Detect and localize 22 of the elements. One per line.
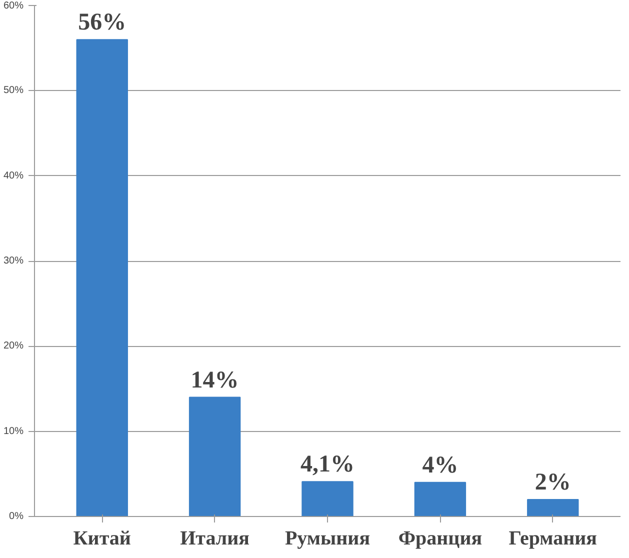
x-tick-label: Румыния [284, 528, 370, 550]
bar [527, 498, 579, 516]
y-tick-label: 20% [3, 340, 24, 352]
x-tick-label: Китай [73, 528, 131, 550]
y-tick-label: 40% [3, 170, 24, 182]
data-label: 14% [190, 367, 239, 394]
x-tick-label: Германия [508, 528, 598, 550]
y-tick-label: 10% [3, 426, 24, 437]
y-tick-label: 50% [3, 85, 24, 96]
x-tick-label: Италия [180, 528, 250, 550]
y-tick-label: 0% [9, 511, 24, 522]
data-label: 56% [78, 10, 126, 36]
data-label: 4% [422, 452, 458, 478]
bar [76, 39, 128, 516]
y-tick-label: 30% [3, 256, 24, 266]
bar [414, 482, 466, 516]
bar [188, 396, 241, 516]
bar [302, 481, 354, 516]
data-label: 4,1% [300, 452, 354, 478]
x-tick-label: Франция [398, 528, 482, 550]
y-tick-label: 60% [3, 0, 24, 12]
data-label: 2% [534, 469, 571, 496]
